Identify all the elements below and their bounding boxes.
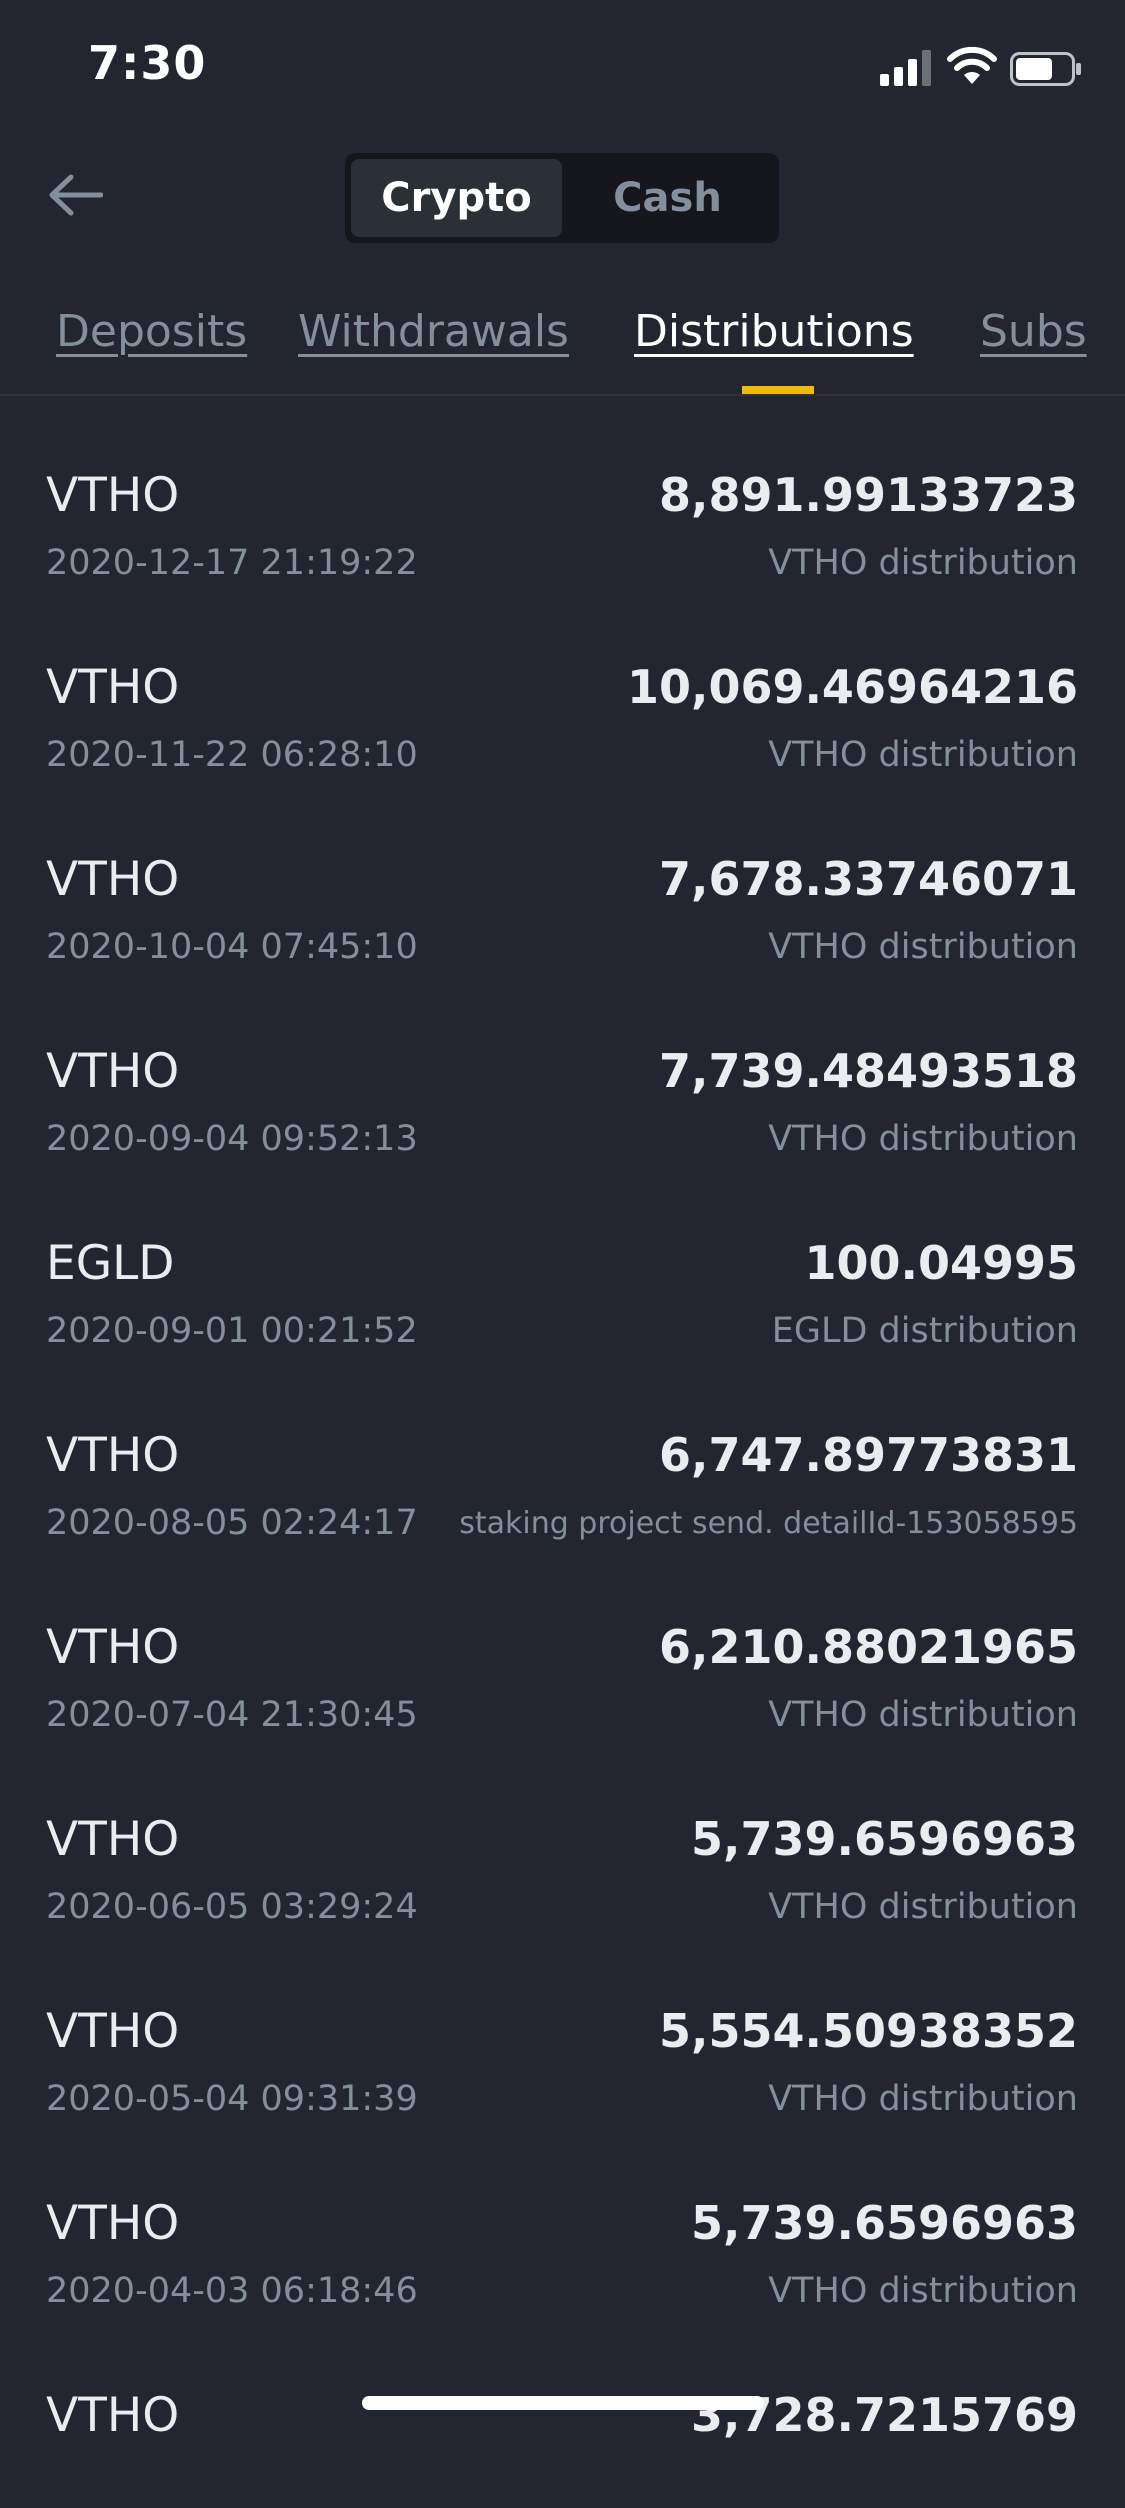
timestamp: 2020-04-03 06:18:46 (46, 2271, 418, 2311)
amount: 7,678.33746071 (658, 852, 1078, 906)
amount: 5,739.6596963 (690, 2196, 1078, 2250)
distribution-note: VTHO distribution (768, 543, 1078, 583)
amount: 5,739.6596963 (690, 1812, 1078, 1866)
wifi-icon (947, 46, 997, 84)
asset-name: VTHO (46, 468, 180, 523)
timestamp: 2020-10-04 07:45:10 (46, 927, 418, 967)
battery-icon (1010, 52, 1081, 86)
distribution-note: VTHO distribution (768, 1887, 1078, 1927)
asset-name: EGLD (46, 1236, 175, 1291)
list-item[interactable]: VTHO 2020-08-05 02:24:17 6,747.89773831 … (0, 1356, 1125, 1548)
list-item[interactable]: VTHO 2020-12-17 21:19:22 8,891.99133723 … (0, 396, 1125, 588)
crypto-cash-toggle: Crypto Cash (345, 153, 779, 243)
timestamp: 2020-12-17 21:19:22 (46, 543, 418, 583)
asset-name: VTHO (46, 2388, 180, 2443)
asset-name: VTHO (46, 660, 180, 715)
list-item[interactable]: VTHO 2020-06-05 03:29:24 5,739.6596963 V… (0, 1740, 1125, 1932)
home-indicator[interactable] (362, 2396, 764, 2410)
asset-name: VTHO (46, 2004, 180, 2059)
asset-name: VTHO (46, 852, 180, 907)
timestamp: 2020-11-22 06:28:10 (46, 735, 418, 775)
timestamp: 2020-09-04 09:52:13 (46, 1119, 418, 1159)
asset-name: VTHO (46, 1044, 180, 1099)
tab-distributions[interactable]: Distributions (634, 306, 914, 357)
distribution-list: VTHO 2020-12-17 21:19:22 8,891.99133723 … (0, 396, 1125, 2508)
tab-withdrawals[interactable]: Withdrawals (298, 306, 569, 357)
list-item[interactable]: VTHO 3,728.7215769 (0, 2316, 1125, 2508)
amount: 6,747.89773831 (658, 1428, 1078, 1482)
list-item[interactable]: VTHO 2020-07-04 21:30:45 6,210.88021965 … (0, 1548, 1125, 1740)
status-bar: 7:30 (0, 0, 1125, 132)
distribution-note: VTHO distribution (768, 927, 1078, 967)
amount: 6,210.88021965 (658, 1620, 1078, 1674)
distribution-note: VTHO distribution (768, 735, 1078, 775)
status-time: 7:30 (88, 36, 207, 90)
timestamp: 2020-08-05 02:24:17 (46, 1503, 418, 1543)
amount: 100.04995 (804, 1236, 1078, 1290)
distribution-note: VTHO distribution (768, 2271, 1078, 2311)
amount: 10,069.46964216 (626, 660, 1078, 714)
list-item[interactable]: VTHO 2020-10-04 07:45:10 7,678.33746071 … (0, 780, 1125, 972)
segment-cash[interactable]: Cash (613, 175, 722, 221)
signal-icon (880, 50, 931, 86)
list-item[interactable]: VTHO 2020-04-03 06:18:46 5,739.6596963 V… (0, 2124, 1125, 2316)
timestamp: 2020-07-04 21:30:45 (46, 1695, 418, 1735)
amount: 5,554.50938352 (658, 2004, 1078, 2058)
asset-name: VTHO (46, 1812, 180, 1867)
list-item[interactable]: EGLD 2020-09-01 00:21:52 100.04995 EGLD … (0, 1164, 1125, 1356)
asset-name: VTHO (46, 1620, 180, 1675)
tab-subs[interactable]: Subs (980, 306, 1087, 357)
list-item[interactable]: VTHO 2020-05-04 09:31:39 5,554.50938352 … (0, 1932, 1125, 2124)
tab-deposits[interactable]: Deposits (56, 306, 248, 357)
asset-name: VTHO (46, 1428, 180, 1483)
timestamp: 2020-06-05 03:29:24 (46, 1887, 418, 1927)
distribution-note: VTHO distribution (768, 1695, 1078, 1735)
active-tab-indicator (742, 386, 814, 394)
timestamp: 2020-09-01 00:21:52 (46, 1311, 418, 1351)
segment-crypto[interactable]: Crypto (351, 159, 562, 237)
distribution-note: VTHO distribution (768, 2079, 1078, 2119)
distribution-note: VTHO distribution (768, 1119, 1078, 1159)
timestamp: 2020-05-04 09:31:39 (46, 2079, 418, 2119)
back-button[interactable] (40, 160, 110, 230)
amount: 8,891.99133723 (658, 468, 1078, 522)
arrow-left-icon (49, 174, 103, 216)
list-item[interactable]: VTHO 2020-09-04 09:52:13 7,739.48493518 … (0, 972, 1125, 1164)
distribution-note: staking project send. detailId-153058595 (459, 1506, 1078, 1541)
history-tabs: Deposits Withdrawals Distributions Subs (0, 290, 1125, 396)
distribution-note: EGLD distribution (771, 1311, 1078, 1351)
asset-name: VTHO (46, 2196, 180, 2251)
amount: 7,739.48493518 (658, 1044, 1078, 1098)
list-item[interactable]: VTHO 2020-11-22 06:28:10 10,069.46964216… (0, 588, 1125, 780)
